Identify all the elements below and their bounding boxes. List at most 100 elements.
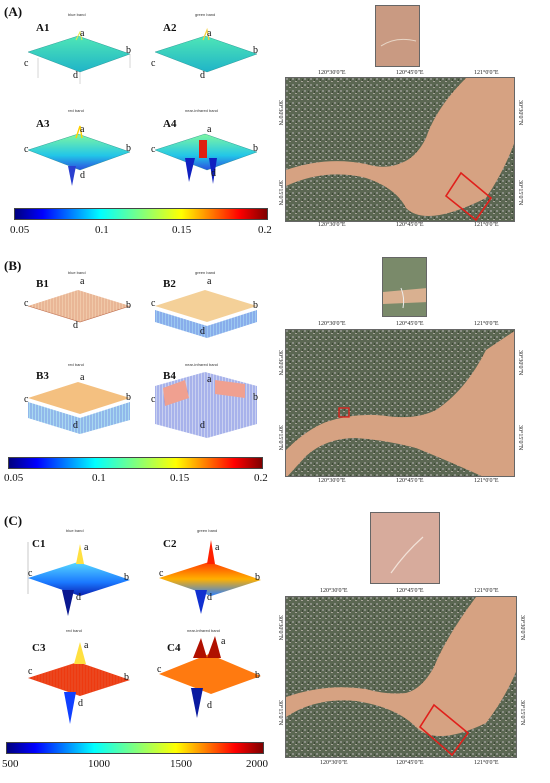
surface-plot-a2 [154, 27, 258, 73]
colorbar-tick: 0.05 [10, 224, 30, 236]
point-b: b [255, 572, 260, 583]
map-coord-right: 30°30'0"N [519, 615, 525, 641]
plot-a1: blue band A1 a b c d [18, 12, 138, 87]
map-coord-right: 30°15'0"N [517, 180, 523, 206]
surface-plot-a1 [27, 30, 131, 84]
surface-plot-b3 [28, 382, 130, 434]
point-c: c [157, 664, 162, 675]
map-coord-left: 30°30'0"N [277, 350, 283, 376]
colorbar-tick: 2000 [246, 758, 268, 770]
plot-id: A3 [36, 118, 50, 130]
map-coord-bottom: 120°30'0"E [320, 760, 348, 766]
point-b: b [126, 45, 131, 56]
map-coord-top: 120°45'0"E [396, 588, 424, 594]
point-a: a [207, 28, 212, 39]
map-coord-bottom: 120°30'0"E [318, 478, 346, 484]
colorbar-tick: 0.15 [170, 472, 190, 484]
map-coord-bottom: 120°45'0"E [396, 478, 424, 484]
plot-title: near-infrared band [185, 108, 218, 113]
colorbar-tick: 0.05 [4, 472, 24, 484]
surface-plot-c4 [159, 636, 261, 718]
point-c: c [24, 144, 29, 155]
colorbar-tick: 0.2 [258, 224, 272, 236]
map-coord-bottom: 120°45'0"E [396, 760, 424, 766]
surface-plot-b1 [27, 290, 131, 323]
point-a: a [84, 542, 89, 553]
point-b: b [124, 672, 129, 683]
colorbar-tick: 0.1 [92, 472, 106, 484]
colorbar-a [14, 208, 268, 220]
map-coord-left: 30°15'0"N [277, 700, 283, 726]
surface-plot-a3 [27, 125, 131, 186]
map-coord-bottom: 120°45'0"E [396, 222, 424, 228]
point-d: d [73, 420, 78, 431]
map-coord-bottom: 121°0'0"E [474, 478, 499, 484]
inset-image-c [370, 512, 440, 584]
colorbar-tick: 500 [2, 758, 19, 770]
point-b: b [255, 670, 260, 681]
inset-image-b [382, 257, 427, 317]
plot-c2: green band C2 a b c d [145, 528, 269, 620]
point-b: b [253, 300, 258, 311]
panel-a-label: (A) [4, 4, 23, 19]
point-c: c [28, 666, 33, 677]
plot-id: A1 [36, 22, 50, 34]
point-d: d [200, 70, 205, 81]
colorbar-tick: 0.15 [172, 224, 192, 236]
plot-id: B4 [163, 370, 176, 382]
map-coord-top: 121°0'0"E [474, 321, 499, 327]
map-coord-top: 121°0'0"E [474, 70, 499, 76]
plot-title: red band [68, 108, 84, 113]
surface-plot-c3 [28, 642, 130, 724]
satellite-map-c [285, 596, 517, 758]
satellite-map-b [285, 329, 515, 477]
colorbar-b [8, 457, 263, 469]
point-a: a [80, 276, 85, 287]
map-coord-top: 120°30'0"E [318, 321, 346, 327]
plot-id: C4 [167, 642, 181, 654]
point-a: a [207, 374, 212, 385]
point-a: a [80, 372, 85, 383]
panel-b-label: (B) [4, 258, 22, 273]
point-b: b [126, 143, 131, 154]
map-coord-top: 121°0'0"E [474, 588, 499, 594]
map-coord-left: 30°15'0"N [277, 180, 283, 206]
point-a: a [215, 542, 220, 553]
plot-b1: blue band B1 a b c d [18, 270, 138, 350]
plot-b2: green band B2 a b c d [145, 270, 265, 350]
colorbar-tick: 1000 [88, 758, 110, 770]
map-coord-right: 30°30'0"N [517, 100, 523, 126]
plot-title: red band [66, 628, 82, 633]
plot-a4: near-infrared band A4 a b c d [145, 108, 265, 190]
point-c: c [151, 58, 156, 69]
plot-c3: red band C3 a b c d [14, 628, 138, 728]
point-d: d [73, 70, 78, 81]
map-coord-left: 30°30'0"N [277, 100, 283, 126]
plot-title: green band [197, 528, 218, 533]
point-d: d [207, 592, 212, 603]
point-c: c [24, 58, 29, 69]
point-c: c [151, 298, 156, 309]
point-b: b [253, 45, 258, 56]
plot-title: green band [195, 270, 216, 275]
point-d: d [78, 698, 83, 709]
point-d: d [76, 592, 81, 603]
point-c: c [159, 568, 164, 579]
map-coord-right: 30°15'0"N [517, 425, 523, 451]
point-a: a [80, 28, 85, 39]
map-coord-top: 120°30'0"E [320, 588, 348, 594]
point-b: b [126, 300, 131, 311]
inset-image-a [375, 5, 420, 67]
point-a: a [221, 636, 226, 647]
panel-c-label: (C) [4, 513, 23, 528]
plot-id: C2 [163, 538, 177, 550]
point-c: c [24, 298, 29, 309]
plot-title: near-infrared band [187, 628, 220, 633]
plot-b3: red band B3 a b c d [18, 362, 138, 444]
point-c: c [151, 144, 156, 155]
point-c: c [24, 394, 29, 405]
map-coord-right: 30°15'0"N [519, 700, 525, 726]
plot-id: A4 [163, 118, 177, 130]
plot-title: near-infrared band [185, 362, 218, 367]
plot-c1: blue band C1 a b c d [14, 528, 138, 620]
